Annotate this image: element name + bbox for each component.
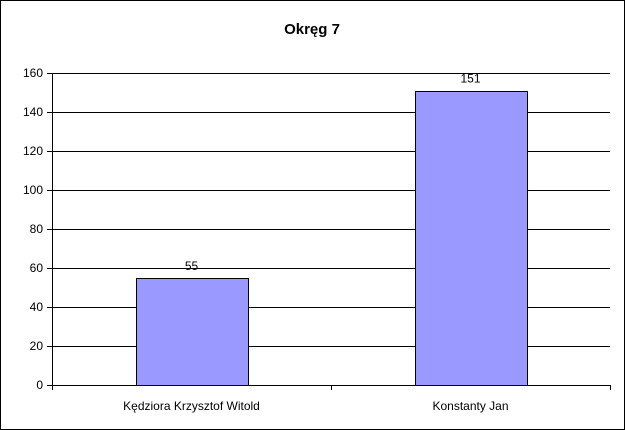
bars [136,91,528,386]
data-label: 151 [460,72,480,86]
x-tick-label: Konstanty Jan [432,399,508,413]
bar [415,91,528,386]
y-tick-label: 40 [30,300,44,314]
chart-title: Okręg 7 [284,21,340,38]
bar [136,278,249,386]
labels: 0 20 40 60 80 100 120 140 160 55 Kędziora Krzyszto… [23,66,509,413]
y-tick-label: 140 [23,105,43,119]
y-tick-label: 0 [36,378,43,392]
data-label: 55 [185,259,199,273]
x-tick-label: Kędziora Krzysztof Witold [123,399,260,413]
y-tick-label: 160 [23,66,43,80]
y-tick-label: 20 [30,339,44,353]
y-tick-label: 60 [30,261,44,275]
y-tick-label: 120 [23,144,43,158]
y-tick-label: 80 [30,222,44,236]
y-tick-label: 100 [23,183,43,197]
